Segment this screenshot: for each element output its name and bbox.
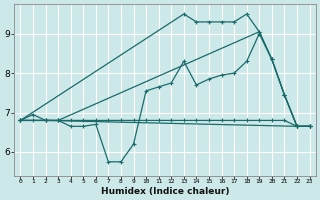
X-axis label: Humidex (Indice chaleur): Humidex (Indice chaleur) (101, 187, 229, 196)
